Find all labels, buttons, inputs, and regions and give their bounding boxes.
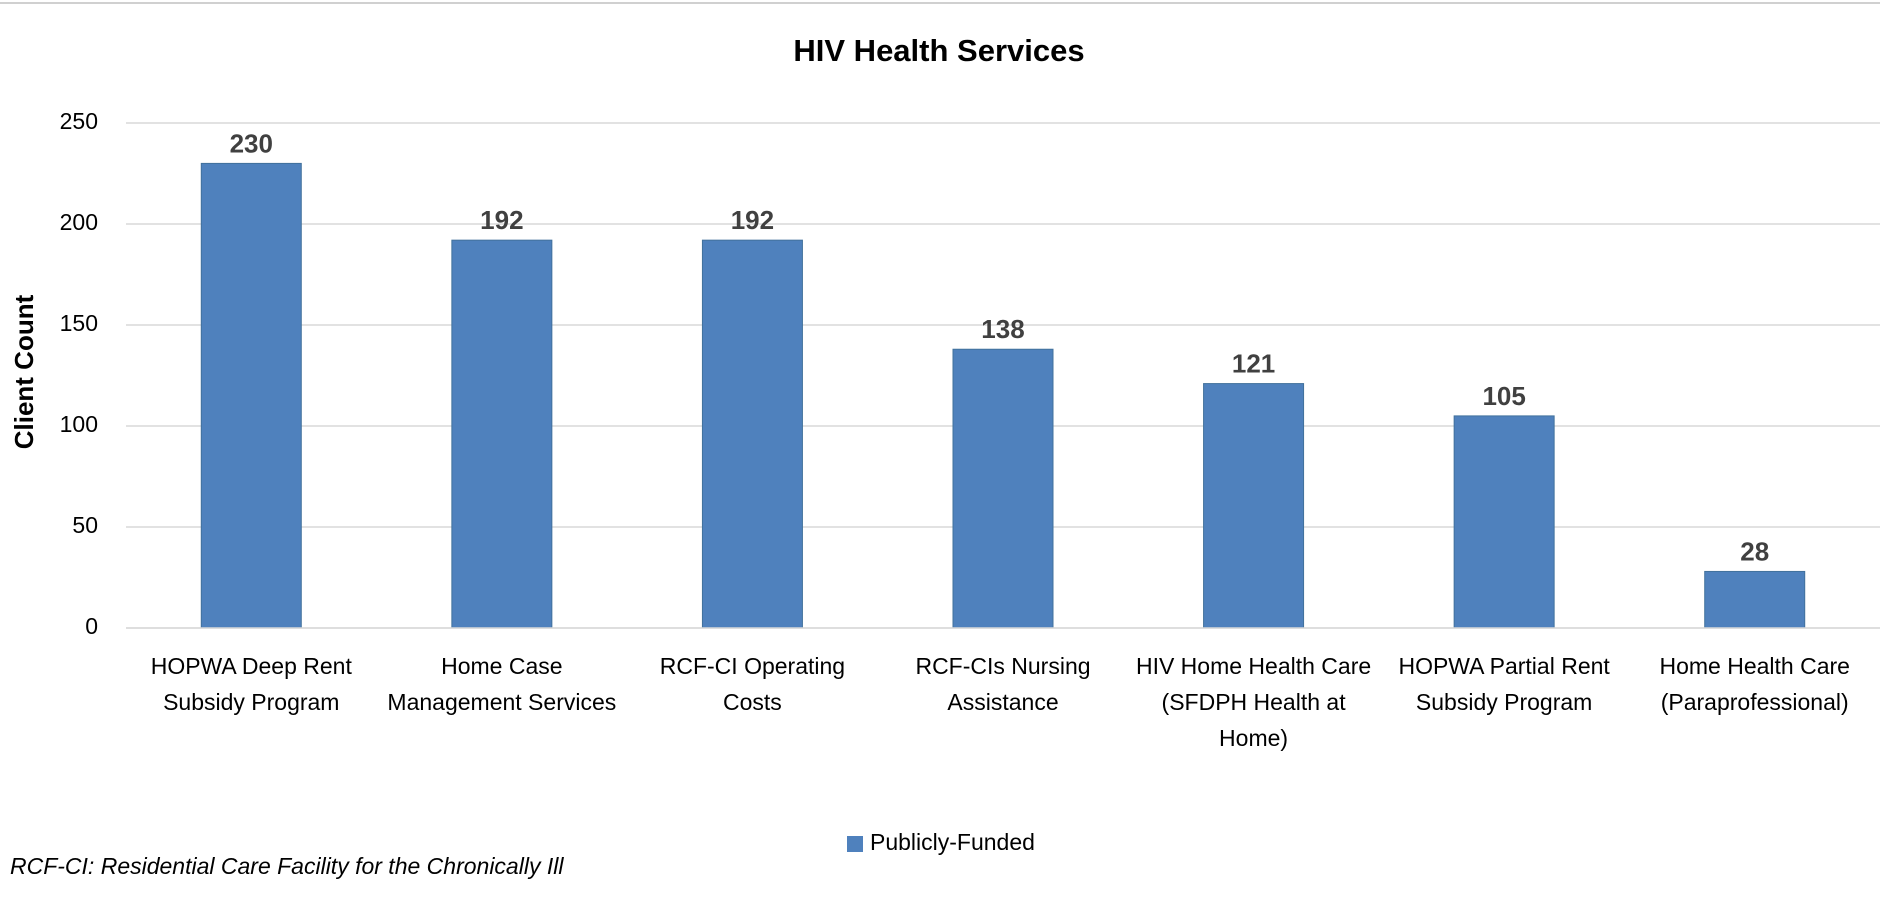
bar bbox=[701, 239, 803, 629]
y-tick-label: 200 bbox=[60, 209, 98, 235]
data-label: 105 bbox=[1482, 381, 1525, 411]
y-tick-label: 50 bbox=[72, 512, 98, 538]
data-label: 230 bbox=[230, 128, 273, 158]
bar bbox=[451, 239, 553, 629]
bar bbox=[1453, 415, 1555, 629]
bar bbox=[200, 162, 302, 629]
x-tick-label: Home Case Management Services bbox=[387, 653, 617, 715]
y-tick-label: 100 bbox=[60, 411, 98, 437]
bar bbox=[1704, 570, 1806, 629]
y-axis-label: Client Count bbox=[9, 294, 39, 449]
chart-title: HIV Health Services bbox=[793, 33, 1084, 68]
x-tick-label: HOPWA Partial Rent Subsidy Program bbox=[1398, 653, 1610, 715]
bar bbox=[1203, 383, 1305, 629]
x-tick-label: HOPWA Deep Rent Subsidy Program bbox=[150, 653, 352, 715]
x-tick-label: RCF-CI Operating Costs bbox=[659, 653, 846, 715]
data-label: 121 bbox=[1232, 348, 1275, 378]
legend-swatch bbox=[847, 836, 863, 852]
data-label: 192 bbox=[480, 205, 523, 235]
y-tick-label: 0 bbox=[85, 613, 98, 639]
legend-label: Publicly-Funded bbox=[870, 829, 1035, 855]
x-tick-label: Home Health Care (Paraprofessional) bbox=[1659, 653, 1850, 715]
data-label: 28 bbox=[1740, 536, 1769, 566]
bar bbox=[952, 348, 1054, 629]
y-tick-label: 150 bbox=[60, 310, 98, 336]
data-label: 192 bbox=[731, 205, 774, 235]
data-label: 138 bbox=[981, 314, 1024, 344]
footnote: RCF-CI: Residential Care Facility for th… bbox=[10, 853, 564, 879]
y-tick-label: 250 bbox=[60, 108, 98, 134]
x-tick-label: HIV Home Health Care (SFDPH Health at Ho… bbox=[1135, 653, 1372, 751]
x-tick-label: RCF-CIs Nursing Assistance bbox=[915, 653, 1091, 715]
